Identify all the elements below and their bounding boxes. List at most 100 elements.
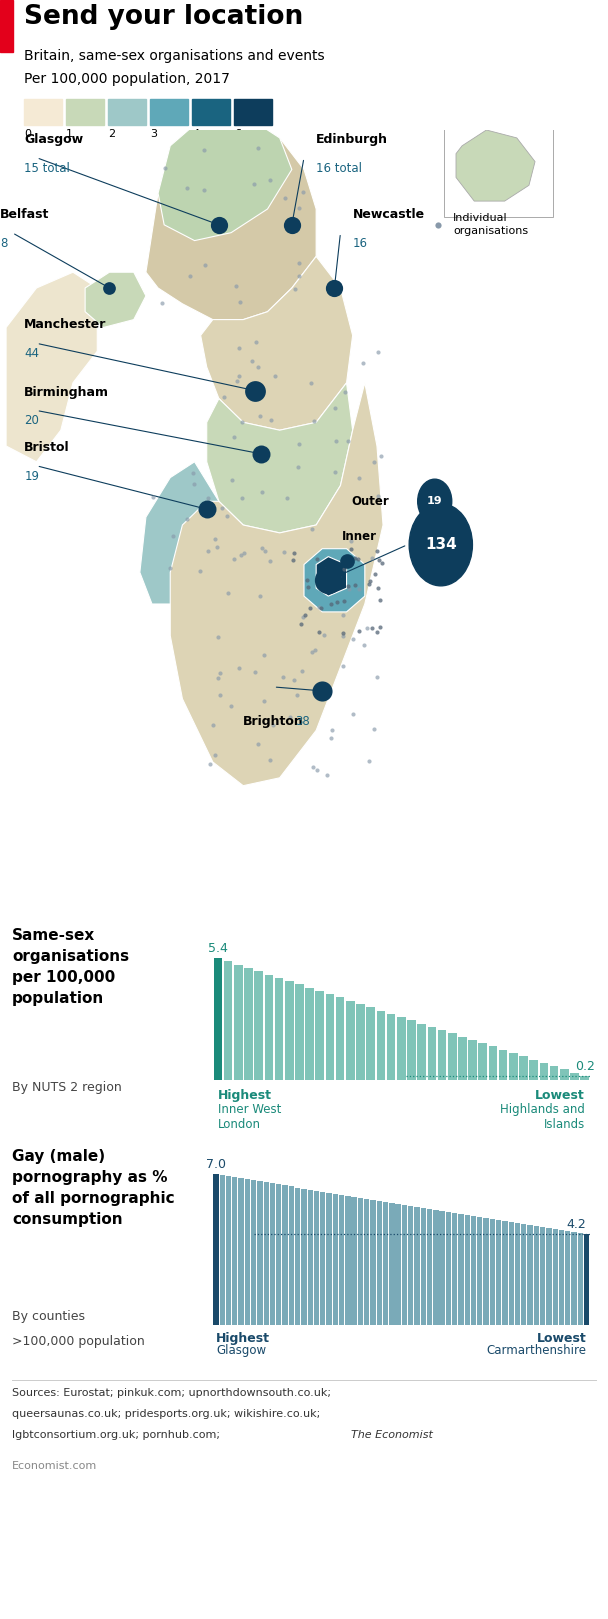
Point [372,618,382,644]
Polygon shape [170,382,383,785]
Bar [383,1201,389,1324]
Text: The Economist: The Economist [351,1430,433,1441]
Bar [213,1174,219,1324]
Point [249,170,258,196]
Point [182,175,192,201]
Point [359,631,369,657]
Point [253,730,263,756]
Text: Birmingham: Birmingham [24,385,109,398]
Text: 1: 1 [66,128,74,139]
Point [259,688,269,714]
Point [350,544,360,570]
Text: Lowest: Lowest [535,1090,585,1103]
Point [354,576,364,602]
Point [202,497,212,523]
Point [353,546,362,572]
Point [291,277,300,303]
Bar [232,1177,238,1324]
Point [206,751,215,777]
Point [254,353,263,379]
Bar [414,1206,420,1324]
Point [231,274,241,300]
Text: Send your location: Send your location [24,3,303,29]
Text: 7.0: 7.0 [206,1158,226,1171]
Text: Inner: Inner [342,531,377,544]
Bar [515,1224,520,1324]
Point [208,712,218,738]
Point [354,465,364,491]
Point [364,748,374,774]
Bar [389,1203,395,1324]
Point [323,567,333,593]
Point [344,576,354,602]
Bar [509,1052,517,1080]
Circle shape [409,504,472,586]
Bar [254,971,263,1080]
Point [314,618,323,644]
Bar [540,1227,545,1324]
Text: Sources: Eurostat; pinkuk.com; upnorthdownsouth.co.uk;: Sources: Eurostat; pinkuk.com; upnorthdo… [12,1389,331,1399]
Point [299,180,308,206]
Text: Highest: Highest [216,1332,270,1345]
Point [362,615,372,641]
Bar [433,1209,438,1324]
Point [289,667,299,693]
Bar [316,991,324,1080]
Bar [257,1182,263,1324]
Point [309,408,319,434]
Point [201,253,210,278]
Point [338,623,348,649]
Bar [565,1232,570,1324]
Bar [333,1193,338,1324]
Point [280,539,289,565]
Point [343,573,353,599]
Point [354,618,364,644]
Point [292,682,302,708]
Point [309,636,319,662]
Point [254,134,263,160]
Point [219,384,229,410]
Point [196,559,206,584]
Text: Individual
organisations: Individual organisations [453,214,528,236]
Point [257,536,266,562]
Point [334,563,344,589]
Point [257,440,266,466]
Bar [364,1198,370,1324]
Bar [489,1046,497,1080]
Text: Glasgow: Glasgow [24,133,83,146]
Point [215,682,224,708]
Bar [234,965,243,1080]
Point [251,329,261,355]
Bar [263,1182,269,1324]
Point [182,507,192,533]
Point [161,155,170,181]
Point [321,555,331,581]
Point [294,262,303,288]
Text: 2: 2 [108,128,116,139]
Point [313,546,322,572]
Point [255,403,265,429]
Point [340,379,350,405]
Text: Lowest: Lowest [537,1332,587,1345]
Point [247,348,257,374]
Bar [458,1036,467,1080]
Point [297,657,307,683]
Bar [560,1070,568,1080]
Text: Belfast: Belfast [0,207,49,220]
Point [317,678,327,704]
Point [255,583,265,609]
Bar [427,1209,432,1324]
Point [330,275,339,301]
Point [226,693,236,719]
Point [326,717,336,743]
Bar [458,1214,464,1324]
Point [203,484,213,510]
Bar [66,99,104,125]
Bar [489,1219,495,1324]
Text: Carmarthenshire: Carmarthenshire [486,1344,587,1357]
Bar [108,99,146,125]
Point [282,484,292,510]
Point [332,589,342,615]
Point [294,196,304,222]
Bar [358,1198,363,1324]
